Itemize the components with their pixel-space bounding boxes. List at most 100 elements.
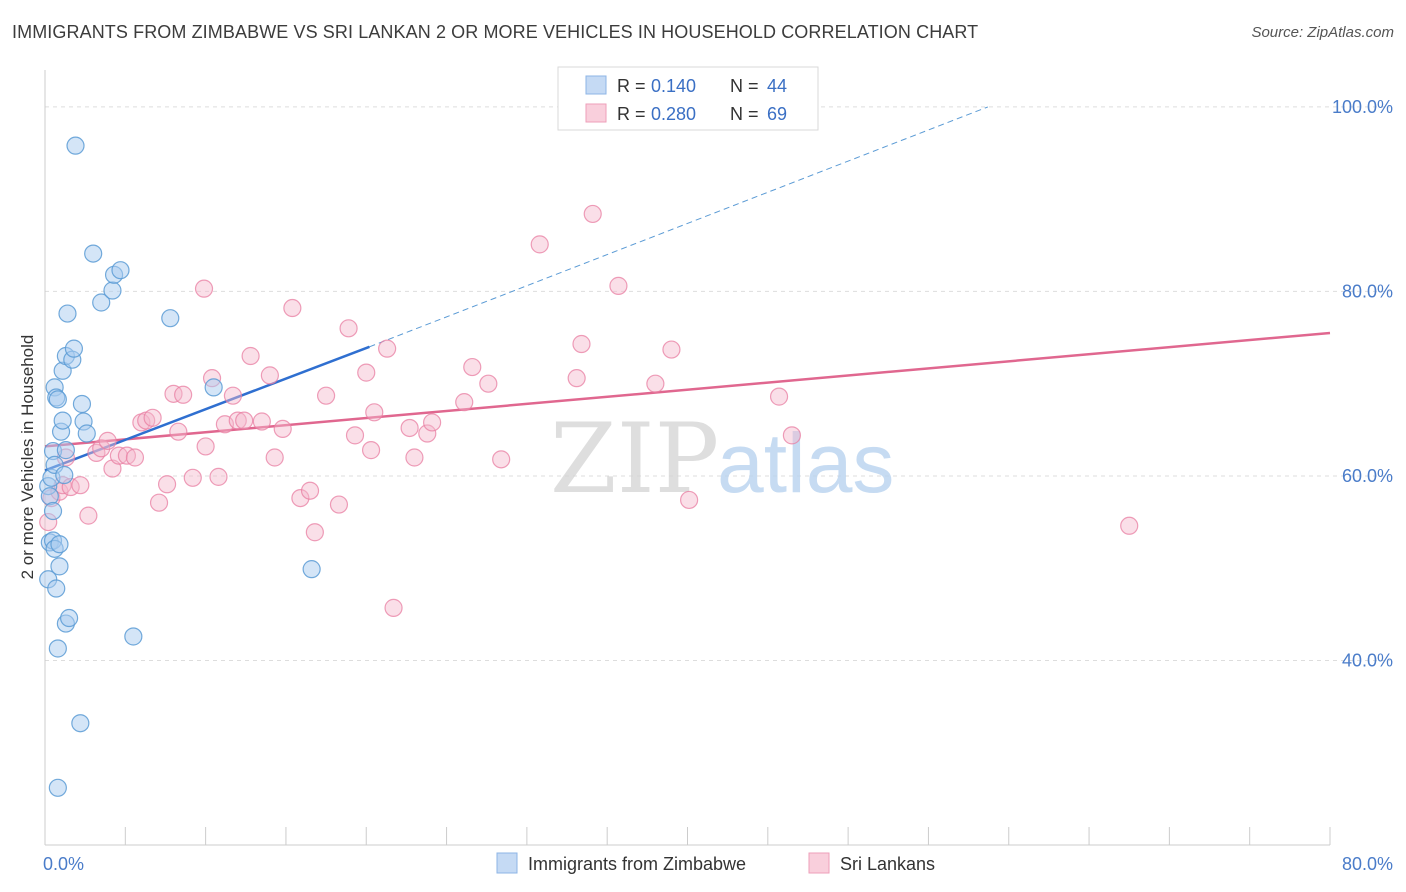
sri-lankans-point	[329, 495, 349, 514]
sri-lankans-point	[71, 476, 90, 495]
x-tick-labels: 0.0% 80.0%	[43, 854, 1393, 874]
trend-lines	[44, 106, 1331, 472]
watermark-zip: ZIP	[550, 403, 719, 515]
sri-lankans-point	[646, 374, 665, 393]
x-tick-label: 0.0%	[43, 854, 84, 874]
zimbabwe-trend-line	[44, 345, 370, 472]
x-ticks	[44, 827, 1331, 845]
zimbabwe-trend-extension	[369, 106, 989, 348]
zimbabwe-points	[39, 136, 321, 797]
sri-lankans-point	[609, 276, 628, 295]
sri-lankans-point	[228, 411, 247, 430]
sri-lankans-point	[339, 319, 358, 338]
zimbabwe-point	[92, 293, 111, 312]
zimbabwe-point	[111, 261, 130, 280]
sri-lankans-point	[567, 369, 586, 388]
sri-lankans-point	[92, 439, 111, 458]
zimbabwe-point	[103, 281, 122, 300]
zimbabwe-point	[71, 714, 90, 733]
sri-lankans-point	[235, 411, 254, 430]
sri-lankans-point	[300, 481, 320, 500]
sri-lankans-point	[400, 418, 419, 438]
watermark-atlas: atlas	[717, 416, 894, 510]
sri-lankans-point	[463, 357, 482, 377]
zimbabwe-point	[53, 411, 72, 430]
zimbabwe-point	[48, 639, 67, 658]
zimbabwe-point	[77, 424, 96, 443]
zimbabwe-point	[48, 778, 67, 797]
sri-lankans-point	[283, 298, 302, 318]
sri-lankans-point	[169, 422, 188, 441]
sri-lankans-point	[291, 488, 310, 508]
sri-lankans-point	[680, 490, 699, 510]
sri-lankans-point	[530, 235, 549, 254]
sri-lankans-point	[157, 475, 177, 494]
chart-title: IMMIGRANTS FROM ZIMBABWE VS SRI LANKAN 2…	[12, 22, 979, 42]
bottom-legend-label-2: Sri Lankans	[840, 854, 935, 874]
zimbabwe-point	[124, 627, 143, 646]
zimbabwe-point	[58, 304, 77, 323]
sri-lankans-point	[418, 424, 437, 443]
zimbabwe-point	[204, 378, 223, 397]
sri-lankans-point	[260, 366, 279, 385]
sri-lankans-point	[782, 426, 802, 445]
sri-lankans-point	[223, 386, 243, 405]
watermark: ZIP atlas	[550, 403, 894, 515]
sri-lankans-point	[345, 426, 365, 445]
sri-lankans-point	[423, 413, 442, 432]
sri-lankans-point	[305, 523, 324, 542]
sri-lankans-point	[378, 339, 397, 358]
y-tick-label: 60.0%	[1342, 466, 1393, 486]
sri-lankans-point	[143, 408, 162, 427]
sri-lankans-point	[365, 403, 384, 422]
source-label: Source: ZipAtlas.com	[1251, 24, 1394, 41]
series-legend: Immigrants from Zimbabwe Sri Lankans	[496, 852, 935, 874]
sri-lankans-trend-line	[44, 331, 1331, 448]
sri-lankans-point	[125, 448, 145, 467]
sri-lankans-point	[1120, 516, 1139, 535]
sri-lankans-point	[174, 385, 193, 404]
sri-lankans-point	[572, 334, 591, 354]
zimbabwe-point	[66, 136, 85, 155]
sri-lankans-point	[662, 340, 681, 359]
zimbabwe-point	[84, 244, 103, 263]
y-tick-label: 40.0%	[1342, 650, 1393, 670]
sri-lankans-point	[583, 204, 602, 224]
zimbabwe-point	[59, 608, 79, 628]
sri-lankans-point	[405, 448, 424, 467]
zimbabwe-point	[302, 560, 321, 579]
sri-lankans-point	[252, 412, 271, 431]
zimbabwe-point	[55, 465, 74, 485]
legend-r-value-1: 0.140	[651, 76, 696, 96]
gridlines	[45, 106, 1390, 661]
sri-lankans-point	[357, 363, 376, 382]
y-tick-label: 80.0%	[1342, 281, 1393, 301]
legend-swatch-pink	[585, 103, 607, 123]
stats-legend: R = 0.140 N = 44 R = 0.280 N = 69	[557, 66, 819, 131]
zimbabwe-point	[161, 309, 180, 328]
legend-n-value-2: 69	[767, 104, 787, 124]
legend-swatch-blue	[585, 75, 607, 95]
legend-n-label-1: N =	[730, 76, 759, 96]
legend-r-label-1: R =	[617, 76, 646, 96]
zimbabwe-point	[50, 557, 69, 576]
sri-lankans-point	[194, 279, 214, 298]
sri-lankans-point	[769, 387, 789, 406]
sri-lankans-point	[361, 441, 381, 460]
zimbabwe-point	[72, 394, 92, 414]
sri-lankans-point	[384, 598, 403, 617]
sri-lankans-point	[241, 346, 260, 366]
bottom-legend-swatch-pink	[808, 852, 830, 874]
sri-lankans-point	[149, 493, 169, 512]
sri-lankans-point	[455, 393, 474, 412]
legend-n-value-1: 44	[767, 76, 787, 96]
sri-lankans-point	[183, 468, 202, 487]
zimbabwe-point	[47, 579, 66, 598]
zimbabwe-point	[56, 441, 75, 460]
y-tick-labels: 40.0% 60.0% 80.0% 100.0%	[1332, 97, 1393, 671]
zimbabwe-point	[40, 487, 59, 506]
sri-lankans-point	[196, 437, 215, 456]
zimbabwe-point	[64, 339, 84, 358]
sri-lankans-point	[265, 448, 284, 467]
sri-lankans-point	[273, 419, 292, 438]
